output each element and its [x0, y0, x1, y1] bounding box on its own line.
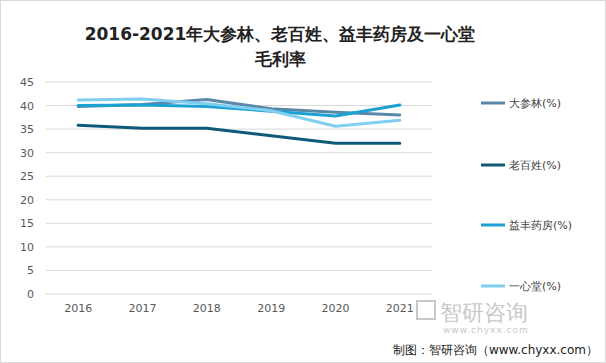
- x-tick-label: 2021: [386, 302, 414, 315]
- y-tick-label: 35: [20, 123, 34, 136]
- x-tick-label: 2018: [193, 302, 221, 315]
- grid-line: [46, 176, 432, 177]
- grid-line: [46, 294, 432, 295]
- y-tick-label: 30: [20, 147, 34, 160]
- title-line: 2016-2021年大参林、老百姓、益丰药房及一心堂: [85, 24, 476, 44]
- series-line: [78, 125, 400, 143]
- legend-swatch: [481, 164, 505, 167]
- plot-area: [78, 99, 400, 143]
- y-tick-label: 15: [20, 217, 34, 230]
- y-tick-label: 45: [20, 76, 34, 89]
- frame: [1, 1, 606, 363]
- watermark: 智研咨询: [440, 300, 528, 325]
- title-line: 毛利率: [254, 49, 306, 69]
- y-tick-label: 0: [27, 288, 34, 301]
- legend-swatch: [481, 102, 505, 105]
- grid-line: [46, 270, 432, 271]
- legend-label: 老百姓(%): [509, 159, 561, 172]
- grid-line: [46, 152, 432, 153]
- x-tick-label: 2016: [64, 302, 92, 315]
- chart: 2016-2021年大参林、老百姓、益丰药房及一心堂毛利率 0 5 10 15 20 25 3…: [0, 0, 606, 363]
- source: 制图：智研咨询（www.chyxx.com）: [393, 343, 598, 357]
- grid-line: [46, 223, 432, 224]
- series-line: [78, 99, 400, 126]
- grid-line: [46, 129, 432, 130]
- watermark-url: www.chyxx.com: [443, 325, 529, 335]
- y-tick-label: 40: [20, 100, 34, 113]
- legend-swatch: [481, 224, 505, 227]
- logo: [417, 301, 435, 319]
- y-tick-label: 25: [20, 170, 34, 183]
- legend-swatch: [481, 285, 505, 288]
- legend-label: 益丰药房(%): [509, 219, 572, 232]
- y-tick-label: 10: [20, 241, 34, 254]
- grid-line: [46, 82, 432, 83]
- legend-label: 大参林(%): [509, 97, 561, 110]
- y-tick-label: 5: [27, 264, 34, 277]
- x-tick-label: 2019: [257, 302, 285, 315]
- grid-line: [46, 246, 432, 247]
- x-tick-label: 2020: [322, 302, 350, 315]
- grid-line: [46, 199, 432, 200]
- y-tick-label: 20: [20, 194, 34, 207]
- x-tick-label: 2017: [129, 302, 157, 315]
- title: 2016-2021年大参林、老百姓、益丰药房及一心堂毛利率: [85, 24, 476, 69]
- legend-label: 一心堂(%): [509, 280, 561, 293]
